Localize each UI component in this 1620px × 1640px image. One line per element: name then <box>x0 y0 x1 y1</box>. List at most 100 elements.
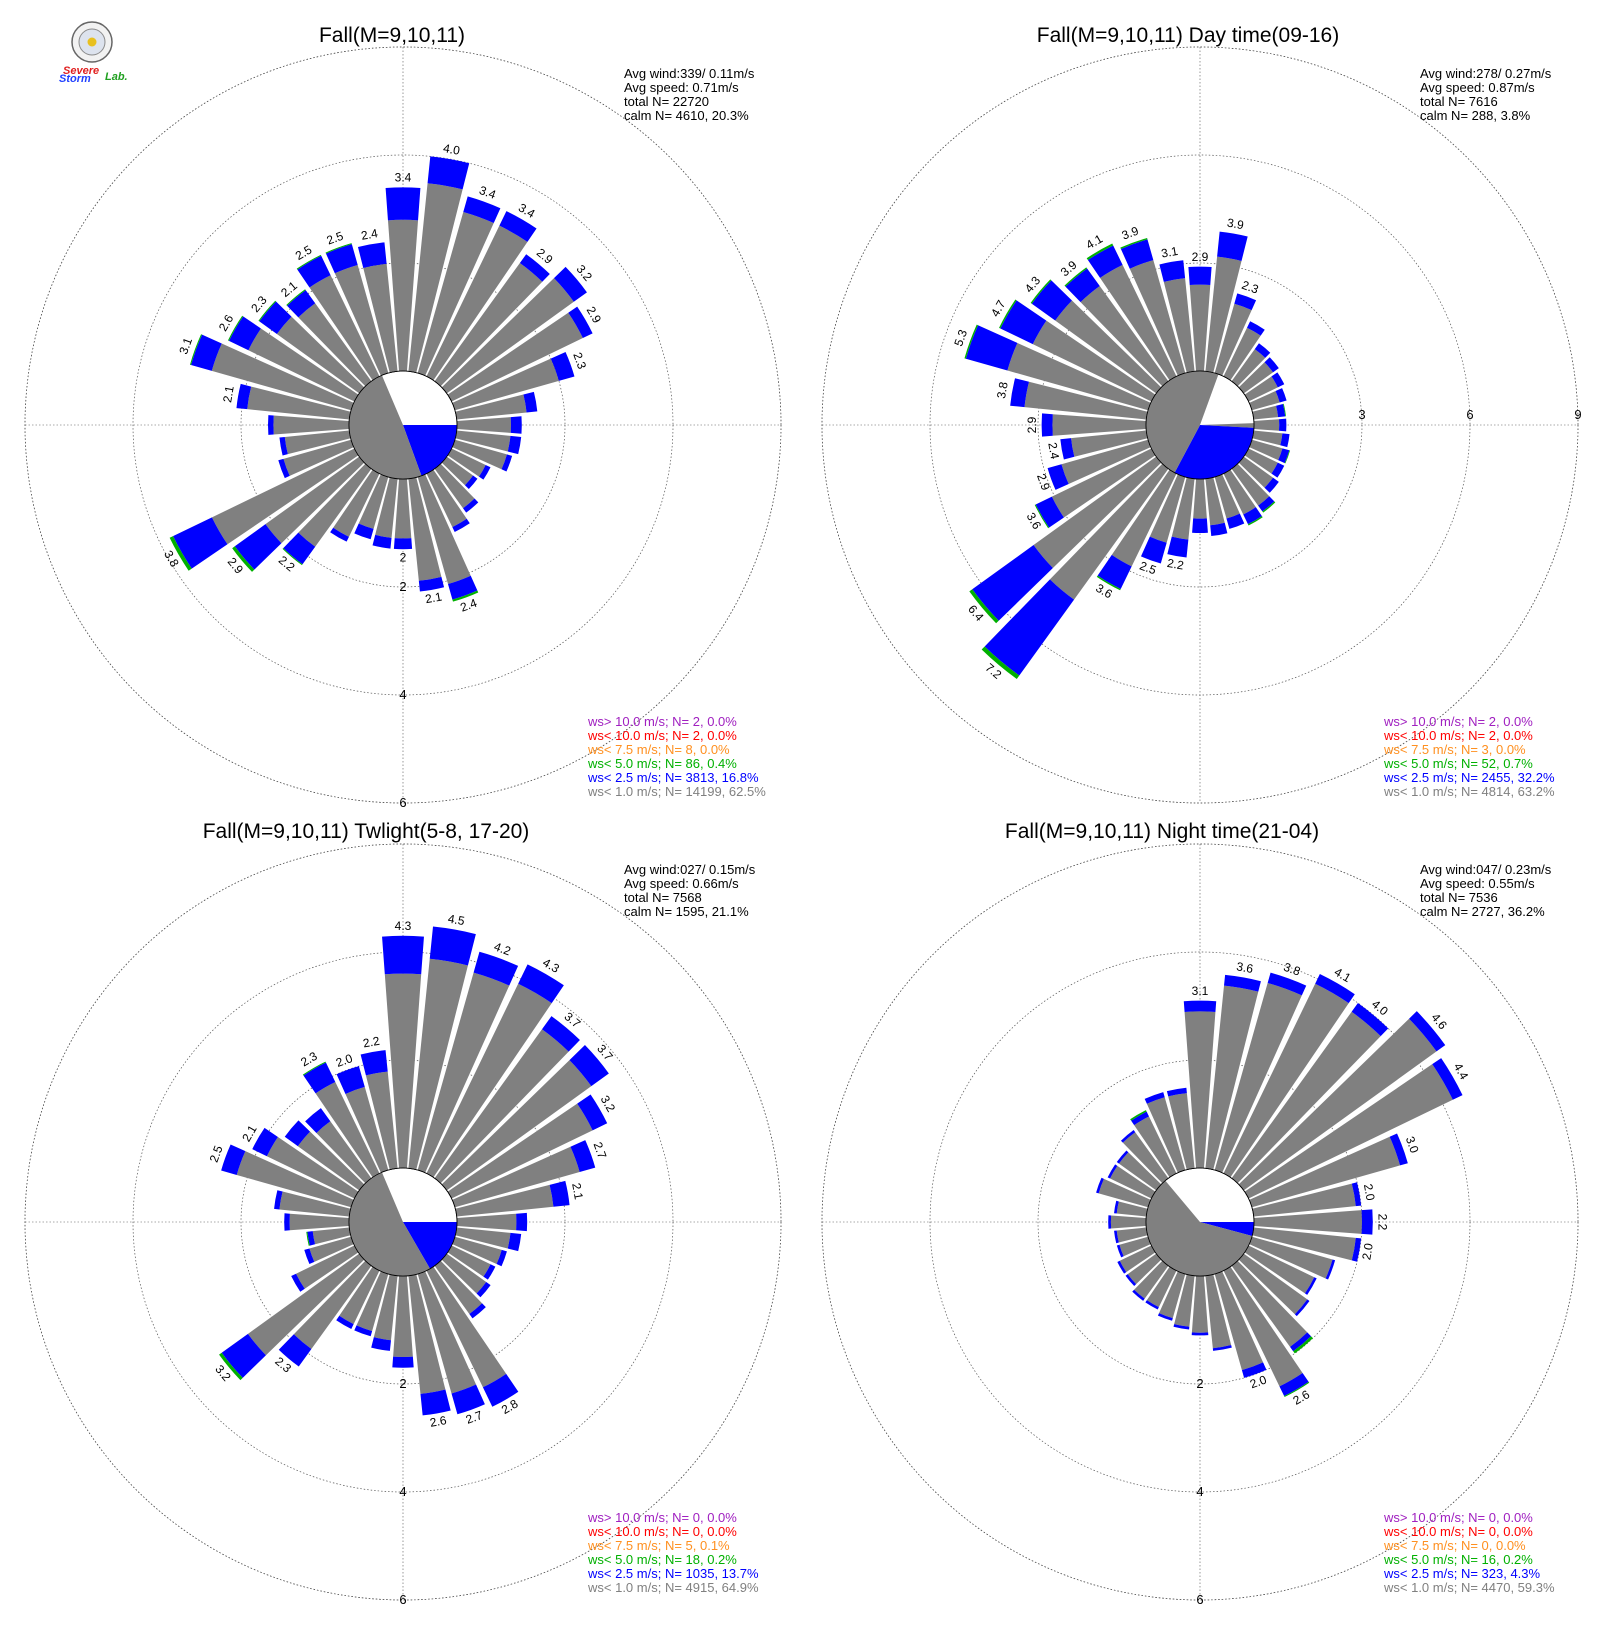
bar-lt25-dir-350 <box>1159 260 1186 282</box>
bar-label-dir-200: 2.5 <box>1138 559 1159 578</box>
bar-calm-dir-250 <box>309 1236 354 1262</box>
bar-lt25-dir-100 <box>1280 433 1290 448</box>
bar-lt25-dir-0 <box>382 935 424 975</box>
bar-calm-dir-130 <box>1238 456 1273 488</box>
logo-lab: Lab. <box>105 71 128 83</box>
bar-lt25-dir-70 <box>570 1140 596 1173</box>
bar-lt25-dir-120 <box>483 1264 496 1280</box>
bar-lt5-dir-230 <box>969 589 999 624</box>
bar-lt25-dir-280 <box>274 1190 283 1210</box>
bar-calm-dir-140 <box>1231 463 1270 506</box>
stat-line-4: calm N= 2727, 36.2% <box>1420 904 1545 919</box>
legend-lt75: ws< 7.5 m/s; N= 0, 0.0% <box>1383 1538 1526 1553</box>
bar-calm-dir-100 <box>455 430 511 452</box>
bar-lt25-dir-20 <box>1234 293 1257 311</box>
legend-lt25: ws< 2.5 m/s; N= 3813, 16.8% <box>587 770 759 785</box>
panel-title: Fall(M=9,10,11) Day time(09-16) <box>1037 24 1339 47</box>
calm-circle-outline <box>1145 370 1255 480</box>
legend-lt1: ws< 1.0 m/s; N= 14199, 62.5% <box>587 784 766 799</box>
bar-lt25-dir-240 <box>291 1273 305 1292</box>
legend-gt10: ws> 10.0 m/s; N= 0, 0.0% <box>587 1510 737 1525</box>
bar-label-dir-160: 2.7 <box>464 1408 485 1427</box>
lab-logo: Severe Storm Lab. <box>59 21 128 85</box>
bar-lt5-dir-220 <box>981 646 1020 680</box>
bar-calm-dir-160 <box>1214 474 1240 519</box>
calm-circle-outline <box>1145 1167 1255 1277</box>
bar-label-dir-350: 2.2 <box>362 1034 381 1051</box>
bar-lt25-dir-240 <box>1035 496 1064 528</box>
bar-lt25-dir-200 <box>354 523 374 540</box>
bar-calm-dir-70 <box>452 358 559 411</box>
bar-calm-dir-340 <box>1129 260 1186 376</box>
bar-lt25-dir-160 <box>1241 1362 1267 1378</box>
legend-lt5: ws< 5.0 m/s; N= 52, 0.7% <box>1383 756 1533 771</box>
bar-lt25-dir-150 <box>452 518 470 532</box>
bar-lt25-dir-240 <box>173 517 228 569</box>
bar-calm-dir-10 <box>1205 256 1242 373</box>
bar-calm-dir-350 <box>365 1071 398 1170</box>
bar-label-dir-340: 2.0 <box>334 1051 355 1070</box>
bar-calm-dir-110 <box>452 1236 502 1265</box>
bar-lt25-dir-190 <box>1173 1324 1190 1330</box>
bar-calm-dir-0 <box>1189 284 1211 372</box>
bar-lt25-dir-0 <box>1183 1000 1217 1012</box>
bar-calm-dir-170 <box>1205 1274 1232 1349</box>
bar-lt5-dir-220 <box>282 548 303 566</box>
bar-lt25-dir-230 <box>221 1333 266 1378</box>
bar-lt25-dir-270 <box>1108 1215 1112 1229</box>
bar-label-dir-180: 2 <box>400 550 407 564</box>
bar-calm-dir-50 <box>441 1060 592 1191</box>
bar-lt5-dir-150 <box>1284 1381 1310 1398</box>
bar-calm-dir-220 <box>298 463 372 547</box>
bar-lt5-dir-150 <box>1247 516 1263 526</box>
bar-calm-dir-280 <box>1116 1201 1148 1217</box>
bar-calm-dir-250 <box>283 439 354 476</box>
bar-lt5-dir-300 <box>227 315 244 341</box>
bar-calm-dir-350 <box>1163 278 1195 373</box>
bar-lt25-dir-10 <box>427 156 470 190</box>
bar-lt5-dir-230 <box>219 1352 243 1381</box>
bar-calm-dir-150 <box>1223 1266 1303 1387</box>
bar-label-dir-340: 3.9 <box>1120 224 1141 243</box>
bar-calm-dir-160 <box>1214 1271 1264 1371</box>
bar-calm-dir-0 <box>384 973 422 1169</box>
bar-lt25-dir-270 <box>268 415 274 435</box>
bar-calm-dir-200 <box>358 474 389 529</box>
bar-lt25-dir-180 <box>1192 518 1208 533</box>
bar-lt25-dir-210 <box>1145 1300 1159 1310</box>
bar-lt5-dir-160 <box>452 590 479 602</box>
bar-lt25-dir-220 <box>1132 1289 1145 1301</box>
bar-label-dir-160: 2.0 <box>1248 1372 1269 1391</box>
bar-lt5-dir-240 <box>1034 504 1050 529</box>
bar-lt25-dir-330 <box>1087 245 1123 278</box>
bar-calm-dir-320 <box>298 303 372 387</box>
bar-lt25-dir-60 <box>1271 372 1285 388</box>
bar-lt25-dir-30 <box>1315 974 1355 1004</box>
calm-wedge-2 <box>1145 370 1219 473</box>
bar-calm-dir-270 <box>289 1213 350 1231</box>
bar-lt5-dir-140 <box>1262 501 1276 513</box>
bar-calm-dir-0 <box>387 219 419 372</box>
bar-lt25-dir-290 <box>221 1144 246 1175</box>
bar-lt25-dir-300 <box>1000 300 1047 345</box>
bar-lt25-dir-340 <box>1120 239 1154 269</box>
bar-lt25-dir-350 <box>360 1050 388 1076</box>
bar-calm-dir-300 <box>248 328 359 402</box>
bar-calm-dir-90 <box>456 417 511 433</box>
bar-calm-dir-330 <box>1100 264 1177 381</box>
stat-line-1: Avg wind:339/ 0.11m/s <box>624 66 755 81</box>
logo-seal-star <box>87 37 97 47</box>
bar-lt25-dir-300 <box>1107 1164 1118 1179</box>
bar-lt25-dir-200 <box>1140 536 1167 564</box>
legend-lt75: ws< 7.5 m/s; N= 5, 0.1% <box>587 1538 730 1553</box>
logo-severe: Severe <box>63 65 99 77</box>
bar-lt5-dir-320 <box>286 289 306 306</box>
bar-calm-dir-60 <box>1244 1064 1453 1199</box>
bar-calm-dir-70 <box>452 1146 580 1208</box>
bar-calm-dir-300 <box>1110 1165 1156 1199</box>
bar-lt25-dir-130 <box>1264 477 1279 493</box>
bar-lt5-dir-80 <box>1283 403 1286 417</box>
bar-calm-dir-290 <box>236 1151 354 1208</box>
bar-calm-dir-320 <box>1122 1132 1169 1184</box>
